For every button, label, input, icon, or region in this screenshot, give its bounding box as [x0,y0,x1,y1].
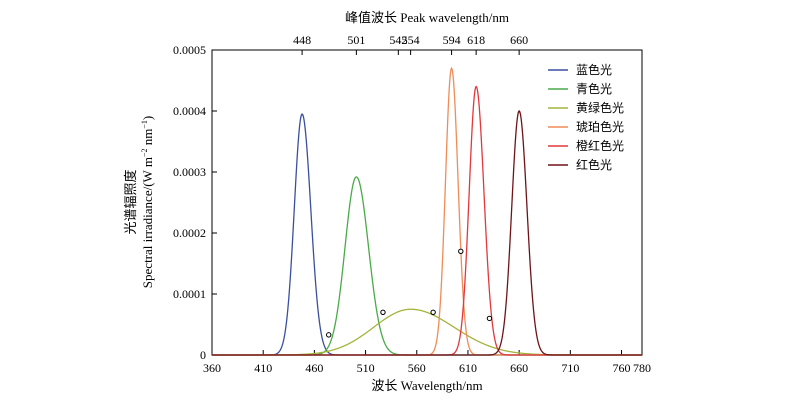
y-tick-label-2: 0.0002 [173,226,206,240]
top-tick-label-618: 618 [467,33,485,47]
x-tick-label-660: 660 [510,361,528,375]
y-axis-unit-exp2: −1 [140,120,149,129]
x-tick-label-510: 510 [357,361,375,375]
x-tick-label-560: 560 [408,361,426,375]
y-tick-label-4: 0.0004 [173,104,206,118]
y-axis-unit-nm: nm [140,129,155,149]
crossing-markers [326,248,493,338]
y-tick-label-5: 0.0005 [173,43,206,57]
x-tick-label-610: 610 [459,361,477,375]
crossing-point-0 [326,332,332,338]
legend-label-5: 红色光 [576,157,612,172]
crossing-point-1 [380,309,386,315]
legend-label-4: 橙红色光 [576,138,624,153]
y-tick-label-1: 0.0001 [173,287,206,301]
x-axis-ticks: 360 410 460 510 560 610 660 710 760 780 [203,350,651,375]
crossing-point-4 [486,315,493,322]
series-line-5 [212,110,642,356]
legend-label-1: 青色光 [576,82,612,96]
crossing-point-3 [458,248,464,255]
top-tick-label-501: 501 [347,33,365,47]
x-axis-title: 波长 Wavelength/nm [371,378,482,393]
series-line-1 [212,176,642,356]
series-lines [212,66,642,356]
x-tick-label-360: 360 [203,361,221,375]
x-tick-label-410: 410 [254,361,272,375]
y-axis-title-en: Spectral irradiance/(W m−2 nm−1) [140,116,155,288]
y-axis-unit-close: ) [140,116,155,120]
y-axis-title-en-main: Spectral irradiance/(W m [140,157,155,288]
y-axis-title-cn: 光谱辐照度 [123,169,138,234]
x-tick-label-460: 460 [305,361,323,375]
legend-label-3: 琥珀色光 [576,120,624,134]
crossing-point-2 [430,309,436,315]
x-tick-label-780: 780 [633,361,651,375]
legend-label-0: 蓝色光 [576,63,612,77]
y-axis-ticks: 0 0.0001 0.0002 0.0003 0.0004 0.0005 [173,43,217,362]
top-tick-label-554: 554 [402,33,420,47]
top-x-axis-title: 峰值波长 Peak wavelength/nm [345,10,509,25]
y-tick-label-3: 0.0003 [173,165,206,179]
top-tick-label-594: 594 [443,33,461,47]
x-tick-label-760: 760 [613,361,631,375]
top-tick-label-660: 660 [510,33,528,47]
top-tick-label-542: 542 [389,33,407,47]
y-tick-label-0: 0 [200,348,206,362]
x-tick-label-710: 710 [561,361,579,375]
y-axis-unit-exp1: −2 [140,149,149,158]
series-line-2 [212,308,642,356]
legend-label-2: 黄绿色光 [576,100,624,115]
top-tick-label-448: 448 [293,33,311,47]
y-axis-title: 光谱辐照度 Spectral irradiance/(W m−2 nm−1) [123,116,155,288]
